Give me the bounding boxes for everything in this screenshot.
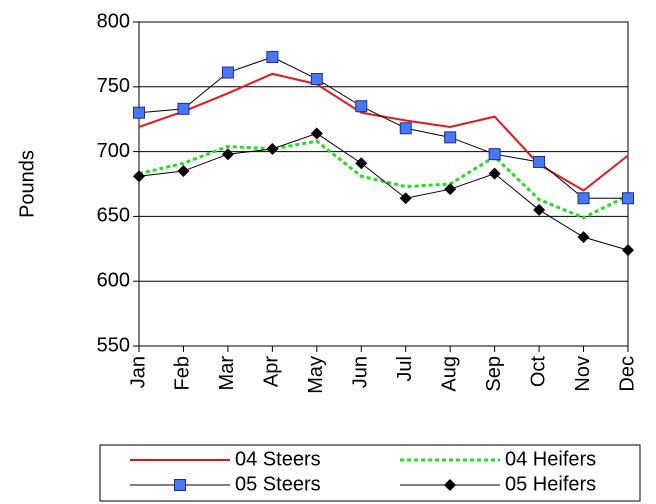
marker-diamond [177,165,190,178]
marker-square [622,192,634,205]
marker-square [444,131,457,144]
legend: 04 Steers 04 Heifers 05 Steers 05 Heifers [99,444,641,502]
marker-square [355,100,368,113]
marker-diamond [444,479,456,491]
marker-diamond [355,157,368,170]
marker-square [577,192,590,205]
y-tick-label: 650 [97,205,130,227]
plot-frame [138,21,629,347]
x-tick-label: Oct [527,356,549,388]
x-tick-label: Jun [350,356,372,388]
x-tick-label: Nov [572,356,594,392]
marker-square [133,106,145,119]
y-tick-label: 750 [97,75,130,97]
marker-square [533,155,546,168]
series-line [138,56,628,199]
x-tick-label: Feb [172,356,194,390]
marker-square [399,122,412,135]
series-line [138,132,629,251]
marker-square [266,50,279,63]
x-tick-label: Dec [616,356,638,392]
marker-square [174,479,186,491]
y-tick-label: 600 [97,269,130,291]
series-line [138,139,629,220]
marker-square [221,66,234,79]
marker-diamond [622,244,634,257]
x-tick-label: Jan [127,356,149,388]
marker-square [310,73,323,86]
x-tick-label: May [305,356,327,394]
marker-diamond [444,183,457,196]
marker-diamond [533,203,546,216]
x-tick-label: Aug [438,356,460,392]
legend-label: 05 Steers [235,473,321,495]
x-tick-label: Jul [394,356,416,382]
marker-diamond [577,231,590,244]
y-tick-label: 800 [97,10,130,32]
x-tick-label: Apr [261,356,283,387]
marker-diamond [266,143,279,156]
legend-box [99,444,641,502]
y-tick-label: 550 [97,334,130,356]
marker-diamond [488,167,501,180]
marker-diamond [399,192,412,205]
x-tick-label: Mar [216,356,238,391]
legend-label: 05 Heifers [505,473,596,495]
y-axis-label: Pounds [16,150,38,218]
legend-label: 04 Steers [235,448,321,470]
series-line [138,72,629,192]
legend-label: 04 Heifers [505,448,596,470]
marker-square [488,148,501,161]
x-tick-label: Sep [483,356,505,392]
marker-diamond [133,170,145,183]
y-tick-label: 700 [97,140,130,162]
marker-square [177,102,190,115]
marker-diamond [221,148,234,161]
marker-diamond [310,127,323,140]
